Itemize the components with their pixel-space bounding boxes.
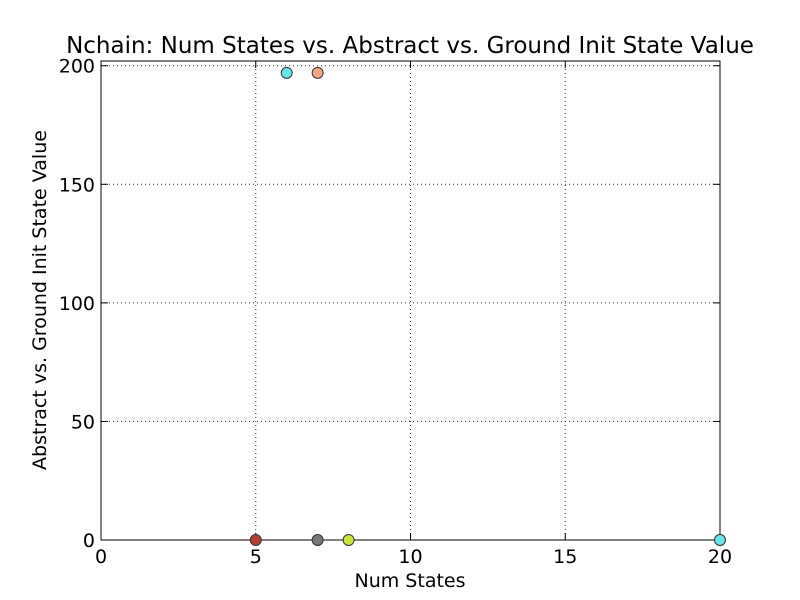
chart-title: Nchain: Num States vs. Abstract vs. Grou… [66, 33, 754, 59]
x-axis-label: Num States [355, 570, 466, 592]
y-tick-label: 150 [59, 174, 95, 196]
y-tick-label: 200 [59, 56, 95, 78]
scatter-point [342, 534, 355, 546]
scatter-point [280, 66, 293, 79]
scatter-point [311, 534, 324, 546]
x-tick-label: 5 [250, 546, 262, 568]
scatter-point [714, 534, 726, 546]
y-tick-label: 100 [59, 293, 95, 315]
grid [100, 61, 721, 541]
y-axis-label: Abstract vs. Ground Init State Value [29, 130, 51, 470]
x-tick-label: 15 [553, 546, 577, 568]
x-tick-label: 0 [95, 546, 107, 568]
scatter-point [311, 66, 324, 79]
x-tick-label: 20 [708, 546, 732, 568]
x-tick-label: 10 [398, 546, 422, 568]
plot-frame [100, 60, 721, 541]
scatter-point [249, 534, 262, 546]
data-points [249, 66, 726, 546]
y-tick-label: 0 [83, 530, 95, 552]
y-tick-label: 50 [71, 411, 95, 433]
